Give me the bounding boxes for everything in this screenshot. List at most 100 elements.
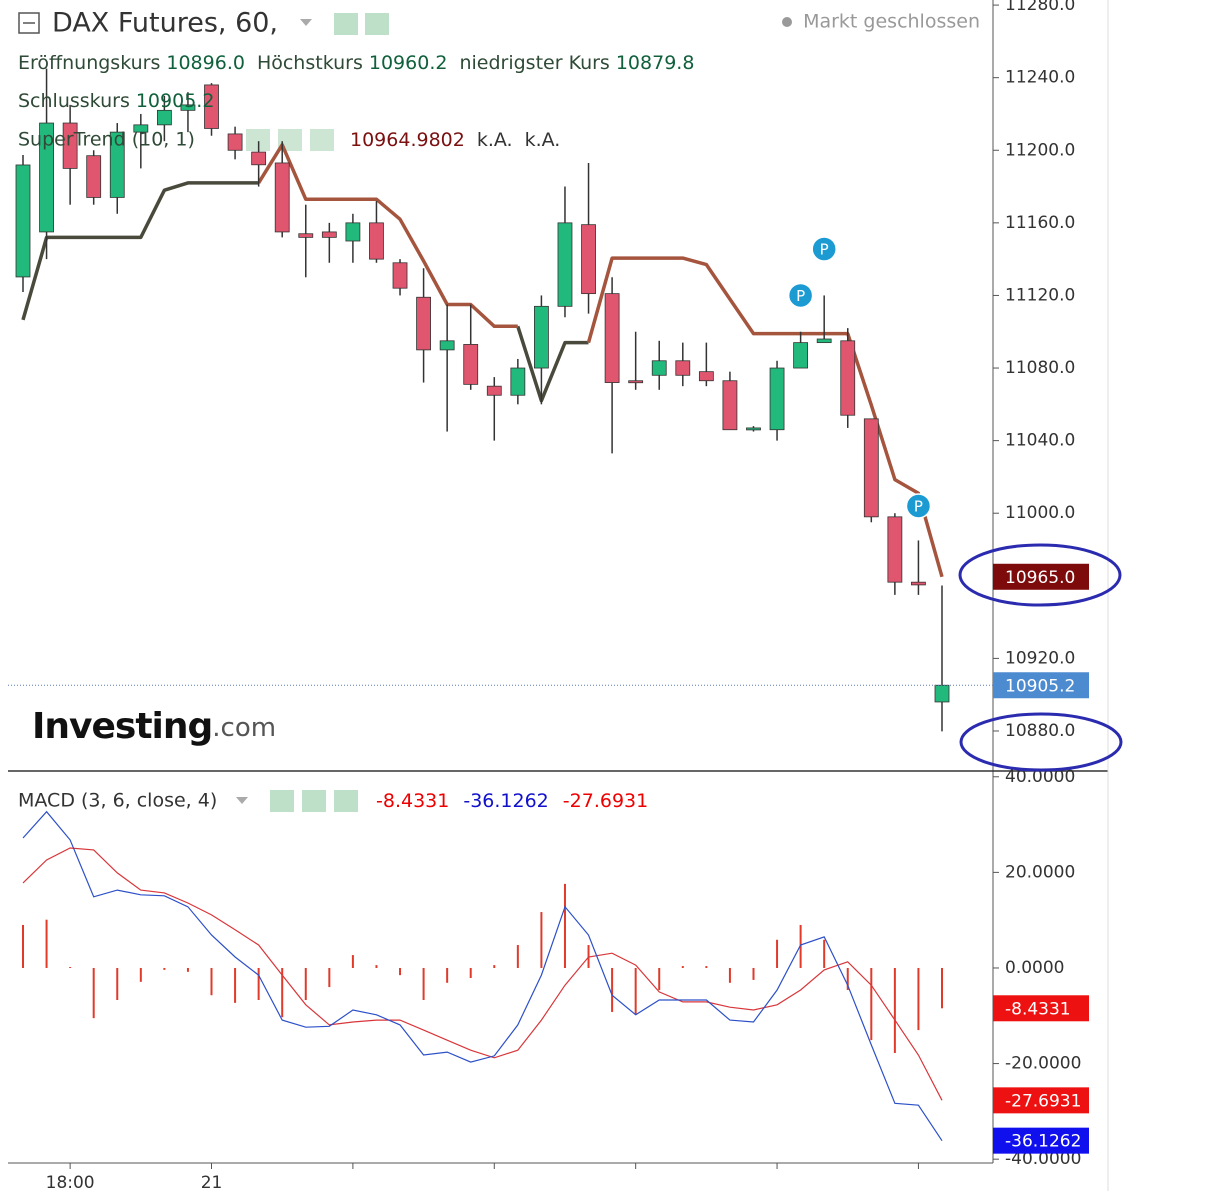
candle-body [816, 338, 832, 344]
supertrend-line [257, 143, 944, 578]
y-tick-label: 10920.0 [1005, 648, 1075, 668]
legend-item: niedrigster Kurs [459, 52, 609, 74]
candle-body [298, 233, 314, 238]
price-badge-label: -36.1262 [1005, 1132, 1081, 1152]
legend-item: -27.6931 [563, 790, 648, 812]
legend-text: 10964.9802 k.A. k.A. [350, 129, 560, 151]
candle-body [227, 133, 243, 151]
pivot-marker-label: P [796, 287, 805, 305]
ohlc-legend: Eröffnungskurs 10896.0 Höchstkurs 10960.2 ni… [18, 52, 694, 151]
legend-item: Schlusskurs [18, 90, 130, 112]
candle-body [887, 516, 903, 583]
candle-body [651, 360, 667, 376]
y-tick-label: 11000.0 [1005, 503, 1075, 523]
legend-item: 10960.2 [369, 52, 448, 74]
candle-body [510, 367, 526, 396]
y-tick-label: 11040.0 [1005, 431, 1075, 451]
highlight-ellipse [959, 712, 1123, 772]
logo-name: Investing [32, 706, 212, 747]
close-icon[interactable] [334, 790, 358, 812]
eye-icon[interactable] [270, 790, 294, 812]
gear-icon[interactable] [365, 13, 389, 35]
candle-body [416, 296, 431, 351]
status-dot [782, 17, 792, 27]
legend-item: Eröffnungskurs [18, 52, 160, 74]
close-icon[interactable] [310, 129, 334, 151]
macd-legend: -8.4331 -36.1262 -27.6931 [376, 790, 648, 812]
pivot-marker-label: P [820, 240, 829, 258]
legend-item: k.A. [477, 129, 513, 151]
macd-title: MACD (3, 6, close, 4) [18, 790, 217, 812]
legend-item: 10905.2 [136, 90, 215, 112]
price-badge-label: 10905.2 [1005, 676, 1075, 696]
y-tick-label: 10880.0 [1005, 721, 1075, 741]
y-tick-label: 11080.0 [1005, 358, 1075, 378]
candle-body [934, 684, 950, 703]
dropdown-icon[interactable] [236, 797, 248, 804]
candle-body [675, 360, 691, 376]
x-tick-label: 21 [201, 1173, 223, 1191]
candle-body [62, 122, 78, 169]
logo: Investing.com [32, 706, 276, 747]
candle-body [722, 380, 738, 431]
y-tick-label: 20.0000 [1005, 862, 1075, 882]
price-badge [993, 672, 1089, 699]
candle-body [863, 418, 879, 518]
legend-item: 10964.9802 [350, 129, 465, 151]
candle-body [180, 104, 196, 111]
pivot-marker [787, 282, 814, 309]
dropdown-icon[interactable] [300, 19, 312, 26]
candle-body [746, 427, 761, 431]
candle-body [156, 109, 172, 126]
candle-body [86, 155, 102, 198]
candle-body [793, 342, 809, 369]
candle-body [392, 262, 408, 289]
pivot-marker-label: P [914, 497, 923, 515]
gear-icon[interactable] [302, 790, 326, 812]
y-tick-label: 40.0000 [1005, 767, 1075, 787]
candle-body [557, 222, 573, 307]
candle-body [604, 293, 620, 383]
candle-body [769, 367, 785, 431]
supertrend-line [21, 181, 589, 403]
price-badge-label: -27.6931 [1005, 1091, 1081, 1111]
candle-body [321, 231, 337, 238]
legend-item: 10879.8 [616, 52, 695, 74]
y-tick-label: 11280.0 [1005, 0, 1075, 15]
price-badge [993, 1087, 1089, 1114]
macd-line [22, 810, 943, 1142]
price-badge [993, 1127, 1089, 1154]
candle-body [204, 84, 219, 129]
x-tick-label: 18:00 [46, 1173, 95, 1191]
y-tick-label: -20.0000 [1005, 1054, 1081, 1074]
collapse-icon[interactable] [18, 12, 40, 34]
eye-icon[interactable] [246, 129, 270, 151]
y-tick-label: 0.0000 [1005, 958, 1064, 978]
pivot-marker [811, 236, 837, 262]
logo-suffix: .com [212, 713, 276, 743]
y-tick-label: 11200.0 [1005, 140, 1075, 160]
candle-body [463, 344, 479, 385]
y-tick-label: -40.0000 [1005, 1149, 1081, 1169]
legend-item: 10896.0 [166, 52, 245, 74]
y-tick-label: 11240.0 [1005, 68, 1075, 88]
legend-item: k.A. [525, 129, 561, 151]
signal-line [22, 847, 943, 1101]
price-badge [993, 563, 1089, 590]
candle-body [911, 581, 926, 586]
candle-body [486, 385, 502, 396]
candle-body [698, 371, 714, 382]
price-badge-label: -8.4331 [1005, 999, 1071, 1019]
price-badge [993, 995, 1089, 1022]
supertrend-title: SuperTrend (10, 1) [18, 129, 195, 151]
candle-body [274, 162, 290, 233]
eye-icon[interactable] [334, 13, 358, 35]
candle-body [251, 151, 267, 166]
candle-body [109, 131, 125, 198]
candle-body [15, 164, 31, 278]
candle-body [133, 124, 149, 133]
legend-text: -8.4331 -36.1262 -27.6931 [376, 790, 648, 812]
chart-title: DAX Futures, 60, [52, 8, 278, 39]
pivot-marker [905, 493, 932, 519]
